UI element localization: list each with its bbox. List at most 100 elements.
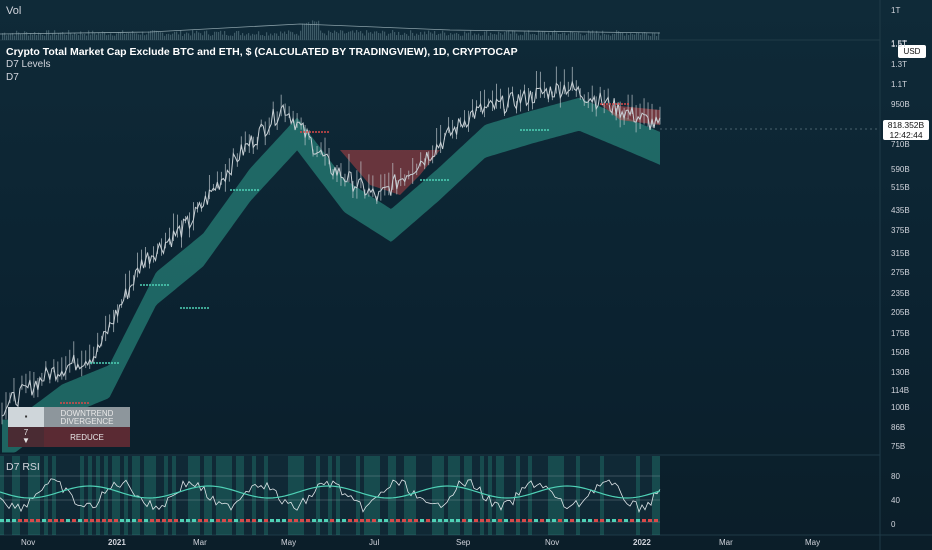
volume-bar: [84, 33, 86, 40]
rsi-background-strip: [76, 456, 80, 535]
volume-bar: [450, 33, 452, 40]
volume-bar: [590, 31, 592, 40]
rsi-background-strip: [408, 456, 412, 535]
rsi-state-marker: [480, 519, 484, 522]
volume-bar: [300, 30, 302, 40]
rsi-state-marker: [24, 519, 28, 522]
rsi-background-strip: [500, 456, 504, 535]
currency-badge[interactable]: USD: [898, 45, 926, 58]
rsi-background-strip: [0, 456, 4, 535]
volume-bar: [328, 30, 330, 40]
volume-bar: [70, 33, 72, 40]
chart-title: Crypto Total Market Cap Exclude BTC and …: [6, 46, 518, 58]
rsi-background-strip: [520, 456, 524, 535]
volume-bar: [28, 35, 30, 40]
volume-bar: [618, 31, 620, 40]
price-tick-label: 590B: [891, 165, 910, 174]
rsi-background-strip: [460, 456, 464, 535]
volume-bar: [250, 35, 252, 40]
time-tick-label: 2021: [108, 538, 126, 547]
rsi-state-marker: [522, 519, 526, 522]
rsi-background-strip: [124, 456, 128, 535]
volume-bar: [494, 33, 496, 40]
rsi-state-marker: [18, 519, 22, 522]
rsi-background-strip: [540, 456, 544, 535]
rsi-state-marker: [594, 519, 598, 522]
rsi-signal-line: [0, 485, 661, 499]
volume-bar: [268, 35, 270, 40]
volume-bar: [376, 31, 378, 40]
rsi-state-marker: [582, 519, 586, 522]
indicator-legend-d7[interactable]: D7: [6, 72, 19, 83]
volume-bar: [332, 33, 334, 40]
volume-bar: [236, 31, 238, 40]
volume-bar: [174, 31, 176, 40]
time-tick-label: Sep: [456, 538, 471, 547]
volume-bar: [260, 35, 262, 40]
rsi-label[interactable]: D7 RSI: [6, 461, 40, 473]
volume-bar: [74, 32, 76, 40]
rsi-state-marker: [60, 519, 64, 522]
volume-bar: [554, 30, 556, 40]
volume-bar: [92, 30, 94, 40]
rsi-state-marker: [570, 519, 574, 522]
rsi-background-strip: [332, 456, 336, 535]
status-cell-icon-2: [8, 427, 44, 447]
volume-bar: [168, 33, 170, 40]
volume-bar: [556, 32, 558, 40]
rsi-background-strip: [544, 456, 548, 535]
volume-bar: [148, 31, 150, 40]
rsi-state-marker: [384, 519, 388, 522]
rsi-background-strip: [304, 456, 308, 535]
rsi-background-strip: [624, 456, 628, 535]
vol-label: Vol: [6, 5, 22, 17]
volume-bar: [528, 30, 530, 40]
rsi-background-strip: [64, 456, 68, 535]
volume-bar: [496, 34, 498, 40]
rsi-state-marker: [264, 519, 268, 522]
volume-bar: [452, 34, 454, 40]
volume-bar: [600, 35, 602, 40]
rsi-background-strip: [648, 456, 652, 535]
volume-bar: [24, 31, 26, 40]
time-tick-label: Nov: [545, 538, 560, 547]
price-tick-label: 1.5T: [891, 40, 908, 49]
rsi-background-strip: [464, 456, 468, 535]
volume-bar: [182, 35, 184, 40]
rsi-background-strip: [104, 456, 108, 535]
rsi-background-strip: [412, 456, 416, 535]
indicator-legend-levels[interactable]: D7 Levels: [6, 59, 51, 70]
rsi-state-marker: [348, 519, 352, 522]
volume-bar: [540, 32, 542, 40]
rsi-state-marker: [258, 519, 262, 522]
rsi-state-marker: [150, 519, 154, 522]
volume-bar: [94, 33, 96, 40]
volume-bar: [640, 34, 642, 40]
rsi-state-marker: [48, 519, 52, 522]
time-tick-label: Mar: [193, 538, 207, 547]
rsi-background-strip: [436, 456, 440, 535]
rsi-background-strip: [456, 456, 460, 535]
volume-bar: [120, 32, 122, 40]
rsi-background-strip: [132, 456, 136, 535]
volume-bar: [534, 34, 536, 40]
rsi-background-strip: [376, 456, 380, 535]
rsi-state-marker: [492, 519, 496, 522]
volume-bar: [274, 33, 276, 40]
volume-bar: [304, 23, 306, 40]
volume-bar: [154, 30, 156, 40]
volume-bar: [288, 30, 290, 40]
volume-bar: [204, 31, 206, 40]
volume-bar: [200, 33, 202, 40]
rsi-background-strip: [448, 456, 452, 535]
rsi-background-strip: [340, 456, 344, 535]
volume-bar: [180, 30, 182, 40]
volume-bar: [60, 32, 62, 40]
rsi-state-marker: [288, 519, 292, 522]
volume-bar: [504, 32, 506, 40]
rsi-state-marker: [168, 519, 172, 522]
rsi-background-strip: [380, 456, 384, 535]
volume-bar: [406, 34, 408, 40]
